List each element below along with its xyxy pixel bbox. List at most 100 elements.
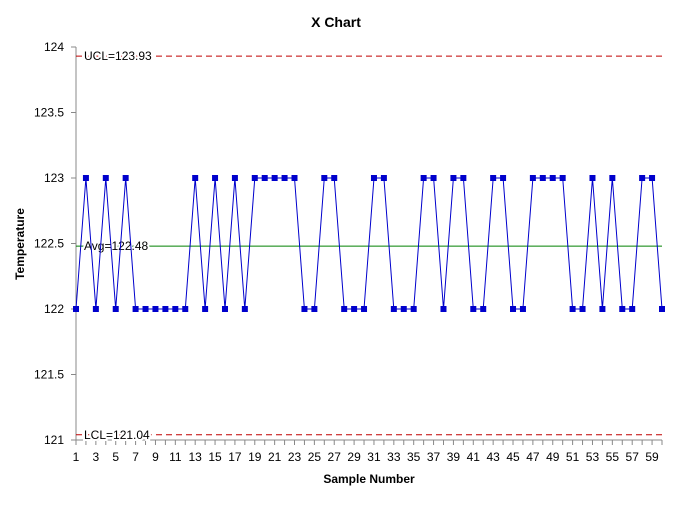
data-point (559, 175, 566, 181)
data-point (390, 306, 397, 312)
data-point (301, 306, 308, 312)
reference-lines: UCL=123.93 Avg=122.48 LCL=121.04 (76, 47, 662, 444)
x-tick-label: 21 (268, 450, 282, 464)
x-tick-label: 39 (447, 450, 461, 464)
data-point (569, 306, 576, 312)
data-point (73, 306, 79, 312)
data-point (430, 175, 437, 181)
data-point (639, 175, 646, 181)
x-tick-label: 35 (407, 450, 421, 464)
y-tick-label: 122.5 (34, 237, 64, 251)
data-point (291, 175, 298, 181)
data-point (629, 306, 636, 312)
x-tick-label: 37 (427, 450, 441, 464)
data-point (122, 175, 129, 181)
x-tick-label: 23 (288, 450, 302, 464)
y-tick-label: 123 (44, 171, 64, 185)
x-tick-label: 59 (645, 450, 659, 464)
x-tick-label: 41 (467, 450, 481, 464)
x-tick-label: 9 (152, 450, 159, 464)
y-tick-label: 124 (44, 40, 64, 54)
data-point (321, 175, 328, 181)
y-tick-label: 122 (44, 302, 64, 316)
data-point (380, 175, 387, 181)
x-tick-label: 49 (546, 450, 560, 464)
data-point (400, 306, 407, 312)
reference-line-label: LCL=121.04 (84, 428, 150, 442)
data-point (261, 175, 268, 181)
data-point (539, 175, 546, 181)
data-point (370, 175, 377, 181)
x-tick-label: 51 (566, 450, 580, 464)
data-point (212, 175, 219, 181)
x-tick-label: 19 (248, 450, 262, 464)
data-point (589, 175, 596, 181)
x-tick-label: 57 (626, 450, 640, 464)
data-point (172, 306, 179, 312)
data-series (73, 175, 665, 312)
x-tick-label: 47 (526, 450, 540, 464)
data-point (510, 306, 517, 312)
data-point (579, 306, 586, 312)
x-tick-label: 55 (606, 450, 620, 464)
x-tick-label: 13 (189, 450, 203, 464)
data-point (341, 306, 348, 312)
data-point (231, 175, 238, 181)
x-tick-label: 11 (169, 450, 182, 464)
data-point (619, 306, 626, 312)
data-point (599, 306, 606, 312)
x-tick-label: 43 (486, 450, 500, 464)
data-point (410, 306, 417, 312)
data-point (271, 175, 278, 181)
data-point (82, 175, 89, 181)
x-tick-label: 3 (93, 450, 100, 464)
x-tick-label: 5 (112, 450, 119, 464)
x-tick-label: 15 (208, 450, 222, 464)
data-point (112, 306, 119, 312)
data-point (281, 175, 288, 181)
data-point (529, 175, 536, 181)
y-tick-label: 123.5 (34, 106, 64, 120)
data-point (480, 306, 487, 312)
x-axis-title: Sample Number (323, 472, 415, 486)
data-point (92, 306, 99, 312)
data-point (152, 306, 159, 312)
data-point (202, 306, 209, 312)
data-point (351, 306, 358, 312)
data-point (519, 306, 526, 312)
x-tick-label: 7 (132, 450, 139, 464)
data-point (221, 306, 228, 312)
data-point (470, 306, 477, 312)
data-point (132, 306, 139, 312)
x-tick-label: 27 (328, 450, 342, 464)
data-point (102, 175, 109, 181)
data-point (142, 306, 149, 312)
data-point (420, 175, 427, 181)
chart-title: X Chart (311, 14, 361, 30)
x-tick-label: 33 (387, 450, 401, 464)
x-tick-label: 53 (586, 450, 600, 464)
y-axis-title: Temperature (13, 208, 27, 280)
data-point (500, 175, 507, 181)
reference-line-label: UCL=123.93 (84, 49, 152, 63)
data-point (659, 306, 665, 312)
data-point (649, 175, 656, 181)
y-tick-label: 121.5 (34, 368, 64, 382)
data-point (460, 175, 467, 181)
data-point (609, 175, 616, 181)
data-point (182, 306, 189, 312)
data-point (549, 175, 556, 181)
x-tick-label: 45 (506, 450, 520, 464)
y-tick-label: 121 (44, 433, 64, 447)
x-tick-label: 31 (367, 450, 381, 464)
data-point (490, 175, 497, 181)
data-point (192, 175, 199, 181)
x-tick-label: 25 (308, 450, 322, 464)
data-point (311, 306, 318, 312)
reference-line-label: Avg=122.48 (84, 239, 148, 253)
series-line (75, 177, 663, 310)
data-point (450, 175, 457, 181)
